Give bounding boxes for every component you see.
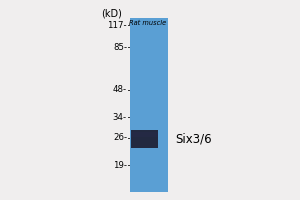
- Bar: [131, 130, 158, 148]
- Bar: [131, 132, 158, 137]
- Text: Rat muscle: Rat muscle: [129, 20, 167, 26]
- Text: 26-: 26-: [113, 134, 127, 142]
- Text: Six3/6: Six3/6: [175, 132, 211, 146]
- Text: (kD): (kD): [102, 8, 122, 18]
- Text: 48-: 48-: [113, 86, 127, 95]
- Text: 34-: 34-: [113, 112, 127, 121]
- Text: 117-: 117-: [107, 21, 127, 29]
- Text: 85-: 85-: [113, 43, 127, 51]
- Text: 19-: 19-: [113, 160, 127, 170]
- Bar: [130, 18, 168, 192]
